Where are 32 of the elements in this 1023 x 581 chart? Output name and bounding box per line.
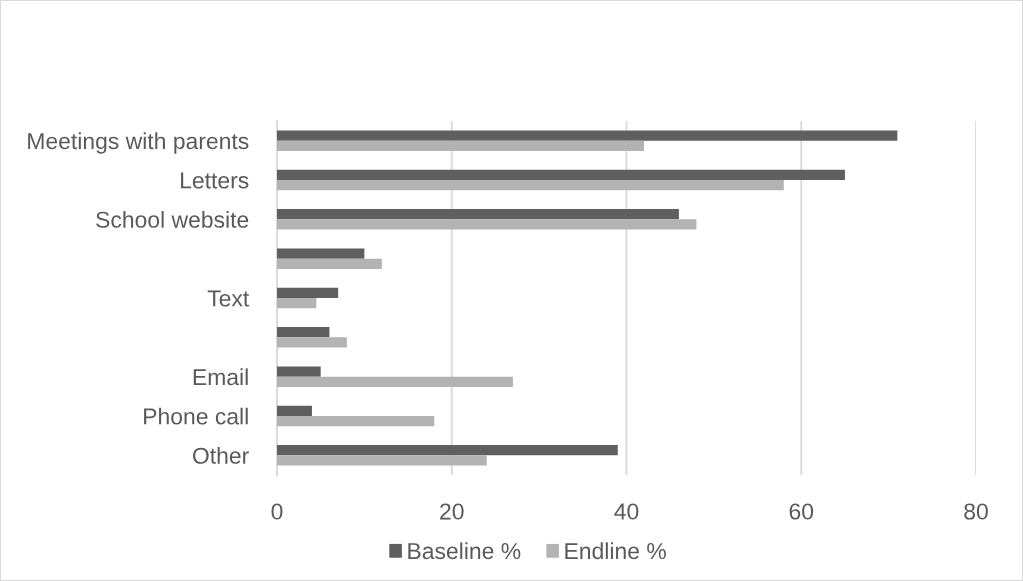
bar (277, 248, 365, 259)
bar (277, 169, 845, 180)
bar (277, 219, 697, 230)
bar (277, 445, 618, 456)
bar (277, 258, 382, 269)
y-tick-label: Phone call (144, 407, 248, 425)
x-tick-label: 20 (440, 503, 464, 520)
legend-label: Endline % (565, 542, 666, 560)
x-tick-label: 40 (614, 503, 639, 520)
y-tick-label: Letters (181, 172, 249, 189)
y-tick-label: Other (193, 447, 249, 464)
x-tick-label: 60 (789, 503, 814, 520)
bar (277, 366, 321, 377)
y-tick-label: Meetings with parents (28, 132, 249, 154)
bar (277, 287, 339, 298)
legend-label: Baseline % (408, 542, 521, 560)
y-tick-label: Email (193, 368, 248, 386)
y-tick-label: School website (96, 211, 249, 228)
x-tick-label: 0 (271, 503, 283, 520)
bar (277, 327, 330, 338)
bar (277, 337, 347, 348)
bar (277, 455, 487, 466)
bar (277, 140, 644, 151)
bar (277, 209, 679, 220)
bar (277, 298, 317, 309)
bar (277, 416, 435, 427)
y-tick-label: Text (207, 290, 250, 307)
x-tick-label: 80 (964, 503, 988, 520)
bar (277, 376, 513, 387)
bar (277, 180, 784, 191)
bar (277, 130, 898, 141)
bar (277, 405, 312, 416)
